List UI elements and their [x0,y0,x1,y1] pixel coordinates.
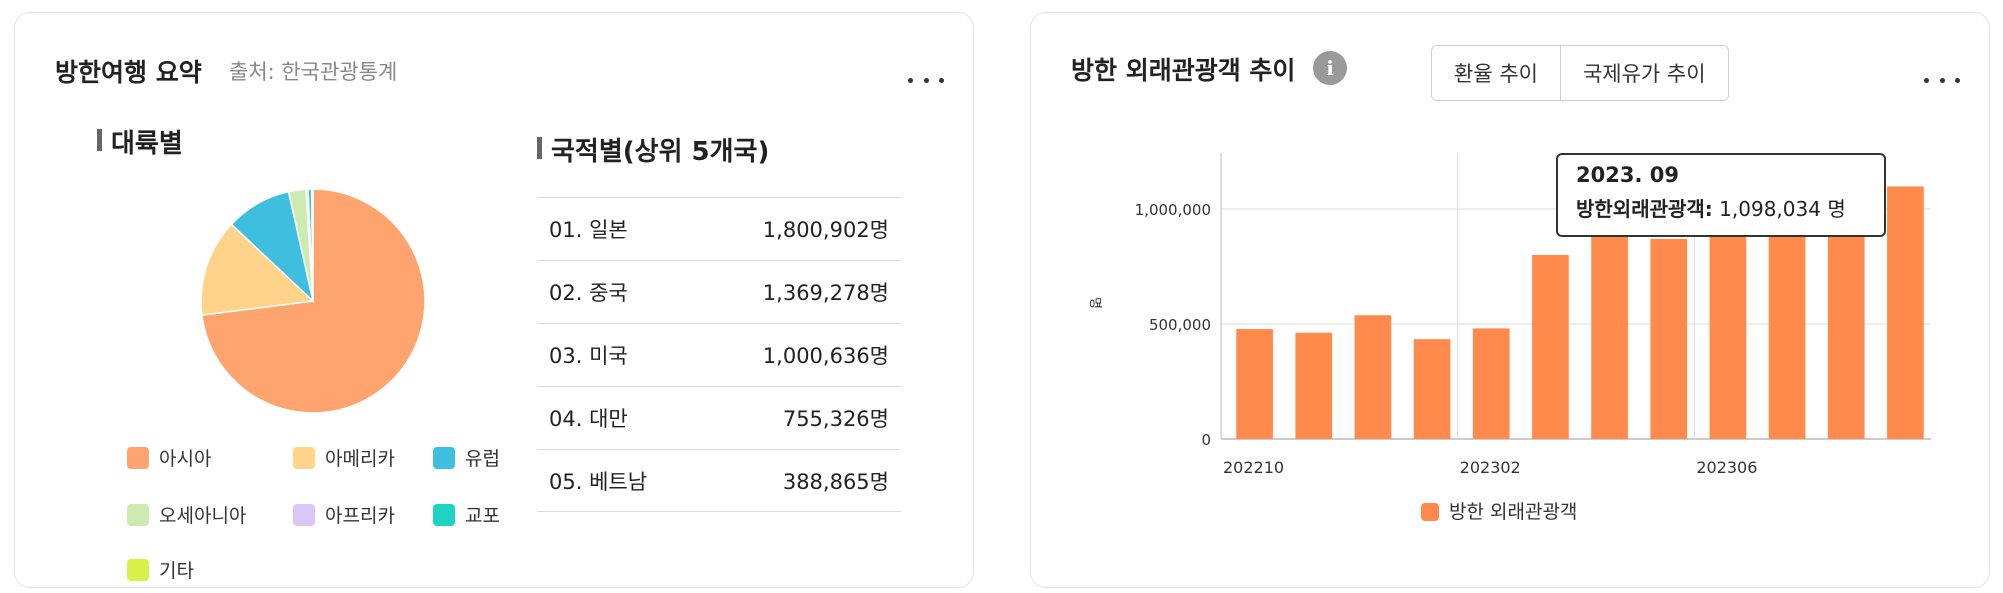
bar-202301[interactable] [1413,339,1451,439]
nationality-section-title: 국적별(상위 5개국) [537,131,769,168]
legend-label: 유럽 [465,448,500,470]
visitor-count: 1,800,902명 [762,218,889,242]
legend-item[interactable]: 아시아 [127,444,211,471]
country-name: 02. 중국 [549,281,628,305]
legend-swatch [127,558,149,581]
visitor-count: 388,865명 [782,469,889,494]
table-row: 01. 일본 1,800,902명 [537,197,901,260]
bar-202305[interactable] [1650,238,1688,439]
country-name: 03. 미국 [549,344,628,368]
bar-202302[interactable] [1472,328,1510,439]
bar-202303[interactable] [1532,255,1569,439]
tooltip-label: 방한외래관광객: [1576,197,1713,221]
bar-202211[interactable] [1295,332,1333,439]
legend-item[interactable]: 교포 [433,501,500,528]
legend-item[interactable]: 아메리카 [293,444,395,471]
oil-price-trend-button[interactable]: 국제유가 추이 [1559,46,1728,100]
exchange-rate-trend-button[interactable]: 환율 추이 [1432,46,1560,100]
legend-label: 기타 [159,560,194,582]
legend-swatch [127,503,149,526]
summary-card-title: 방한여행 요약 [55,58,202,87]
visitor-trend-bar-chart: 0 500,000 1,000,000 명 202210 202302 202306 방한 외… [1087,153,1931,523]
y-tick-label: 1,000,000 [1135,201,1211,219]
trend-card: 방한 외래관광객 추이 i 환율 추이 국제유가 추이 0 500,000 1,00… [1030,12,1990,588]
table-row: 03. 미국 1,000,636명 [537,323,901,386]
visitor-count: 755,326명 [782,407,889,431]
legend-label: 아메리카 [325,448,395,470]
table-row: 02. 중국 1,369,278명 [537,260,901,323]
tooltip-value: 1,098,034 명 [1719,197,1846,221]
legend-item[interactable]: 오세아니아 [127,501,246,528]
pie-slice-7[interactable] [310,188,314,302]
y-tick-label: 500,000 [1149,316,1211,334]
toggle-button-group: 환율 추이 국제유가 추이 [1431,45,1729,101]
legend-swatch [433,446,455,469]
continent-section-title: 대륙별 [97,123,183,160]
bar-202307[interactable] [1768,202,1806,439]
country-name: 01. 일본 [549,218,628,242]
legend-swatch [127,446,149,469]
y-tick-label: 0 [1201,431,1211,449]
country-name: 05. 베트남 [549,469,648,494]
table-row: 04. 대만 755,326명 [537,386,901,449]
visitor-count: 1,369,278명 [762,281,889,305]
table-row: 05. 베트남 388,865명 [537,449,901,512]
visitor-count: 1,000,636명 [762,344,889,368]
continent-pie-chart [200,188,426,414]
tooltip-line: 방한외래관광객: 1,098,034 명 [1576,193,1866,222]
x-tick-label: 202306 [1696,458,1757,477]
legend-item[interactable]: 아프리카 [293,501,395,528]
tooltip-date: 2023. 09 [1576,163,1679,187]
nationality-table: 01. 일본 1,800,902명 02. 중국 1,369,278명 03. … [537,197,901,512]
legend-label: 교포 [465,505,500,527]
bar-202212[interactable] [1354,315,1392,439]
legend-label: 오세아니아 [159,505,247,527]
legend-swatch [1421,503,1439,521]
bar-202210[interactable] [1236,329,1273,439]
legend-item[interactable]: 유럽 [433,444,500,471]
x-tick-label: 202210 [1223,458,1284,477]
bar-202309[interactable] [1887,186,1924,439]
trend-card-title: 방한 외래관광객 추이 [1071,56,1296,85]
y-axis-label: 명 [1087,297,1102,309]
bar-202304[interactable] [1591,229,1628,439]
info-icon[interactable]: i [1313,51,1347,85]
chart-tooltip: 2023. 09 방한외래관광객: 1,098,034 명 [1556,153,1886,237]
legend-label: 아프리카 [325,505,395,527]
legend-label: 아시아 [159,448,212,470]
legend-label: 방한 외래관광객 [1449,501,1577,523]
legend-item[interactable]: 기타 [127,556,194,583]
x-tick-label: 202302 [1460,458,1521,477]
bar-202306[interactable] [1709,225,1747,439]
pie-slice-2[interactable] [200,223,315,316]
summary-card-source: 출처: 한국관광통계 [229,60,398,84]
legend-swatch [293,503,315,526]
more-options-icon[interactable] [908,70,944,90]
country-name: 04. 대만 [549,407,628,431]
legend-swatch [433,503,455,526]
legend-swatch [293,446,315,469]
more-options-icon[interactable] [1924,70,1960,90]
